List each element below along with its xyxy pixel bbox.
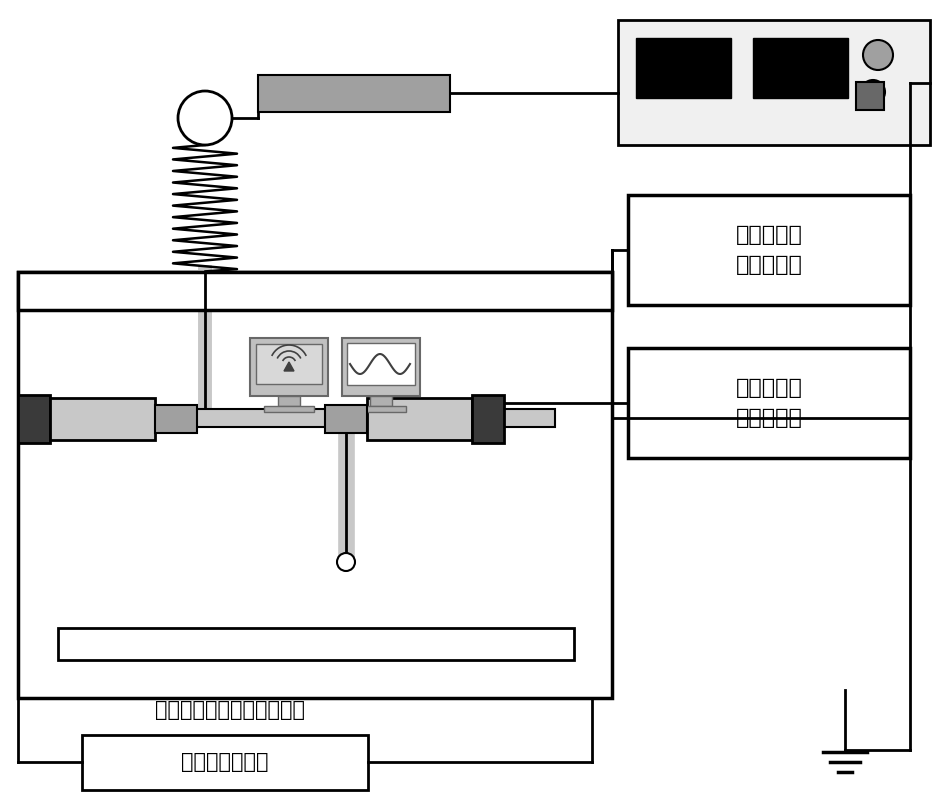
Bar: [58, 628, 574, 660]
Bar: [325, 405, 367, 433]
Circle shape: [337, 553, 355, 571]
Bar: [356, 406, 406, 412]
Bar: [18, 272, 612, 310]
Bar: [342, 338, 420, 396]
Bar: [472, 395, 504, 443]
Bar: [258, 75, 450, 112]
Bar: [636, 38, 731, 98]
Bar: [347, 343, 415, 385]
Bar: [50, 398, 155, 440]
Bar: [628, 348, 910, 458]
Polygon shape: [284, 362, 294, 371]
Bar: [155, 405, 197, 433]
Bar: [370, 396, 392, 406]
Bar: [250, 338, 328, 396]
Circle shape: [178, 91, 232, 145]
Bar: [264, 406, 314, 412]
Circle shape: [863, 40, 893, 70]
Bar: [367, 398, 472, 440]
Bar: [82, 735, 368, 790]
Bar: [856, 82, 884, 110]
Text: 特高频局部
放电检测仪: 特高频局部 放电检测仪: [735, 378, 802, 428]
Circle shape: [861, 80, 885, 104]
Text: 超声波局部
放电检测仪: 超声波局部 放电检测仪: [735, 225, 802, 275]
Bar: [753, 38, 848, 98]
Text: 高低温万能材料拉力试验机: 高低温万能材料拉力试验机: [155, 700, 305, 720]
Bar: [628, 195, 910, 305]
Bar: [618, 20, 930, 145]
Bar: [155, 409, 555, 427]
Bar: [278, 396, 300, 406]
Bar: [18, 272, 612, 698]
Text: 机械力控制模块: 机械力控制模块: [181, 752, 269, 772]
Bar: [18, 395, 50, 443]
Bar: [256, 344, 322, 384]
